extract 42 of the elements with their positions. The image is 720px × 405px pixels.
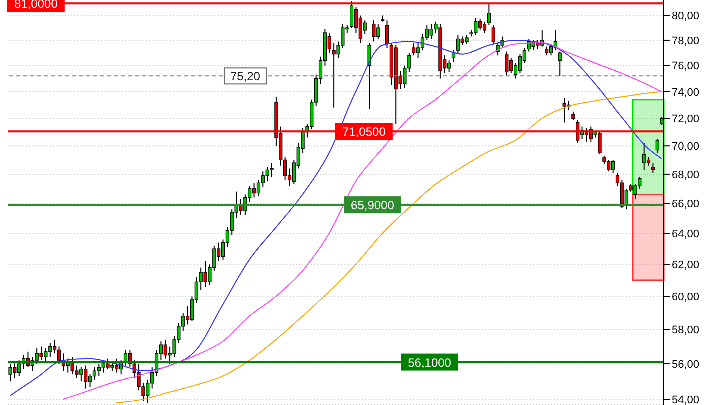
candlestick <box>350 0 354 29</box>
candlestick <box>252 182 256 198</box>
y-tick-label: 72,00 <box>672 114 700 126</box>
y-tick-label: 58,00 <box>672 324 700 337</box>
candlestick <box>256 180 261 197</box>
line-series <box>116 91 662 404</box>
candlestick <box>518 54 522 74</box>
y-tick-label: 62,00 <box>672 260 700 272</box>
candlestick <box>452 50 456 62</box>
ref-line-label: 71,0500 <box>342 125 386 140</box>
y-tick-label: 56,00 <box>672 358 700 371</box>
candlestick <box>482 21 487 34</box>
candlestick <box>492 25 496 45</box>
y-tick-label: 74,00 <box>672 86 700 99</box>
candlestick <box>385 20 390 49</box>
candlestick <box>558 51 562 77</box>
candlestick <box>412 42 416 56</box>
candlestick <box>505 51 509 77</box>
candlestick <box>92 367 97 380</box>
candlestick <box>372 20 376 42</box>
y-tick-label: 70,00 <box>672 141 700 154</box>
y-tick-label: 78,00 <box>672 35 700 48</box>
y-tick-label: 80,00 <box>672 10 700 23</box>
candlestick <box>270 162 274 178</box>
candlestick <box>656 138 660 154</box>
y-tick-label: 76,00 <box>672 60 700 73</box>
ref-line-label: 81,0000 <box>14 0 58 12</box>
candlestick <box>368 42 372 110</box>
candlestick <box>549 44 554 56</box>
y-tick-label: 66,00 <box>672 198 700 211</box>
y-tick-label: 64,00 <box>672 228 700 241</box>
y-tick-label: 54,00 <box>672 394 700 405</box>
candlestick <box>487 3 492 26</box>
y-tick-label: 68,00 <box>672 169 700 182</box>
ref-line-label: 65,9000 <box>351 198 395 213</box>
candlestick <box>57 346 62 365</box>
ref-line-label: 56,1000 <box>408 356 452 370</box>
candlestick <box>642 142 646 171</box>
candlestick <box>598 132 602 156</box>
ref-line-label: 75,20 <box>230 70 261 84</box>
y-tick-label: 60,00 <box>672 292 700 304</box>
candlestick <box>651 162 656 174</box>
